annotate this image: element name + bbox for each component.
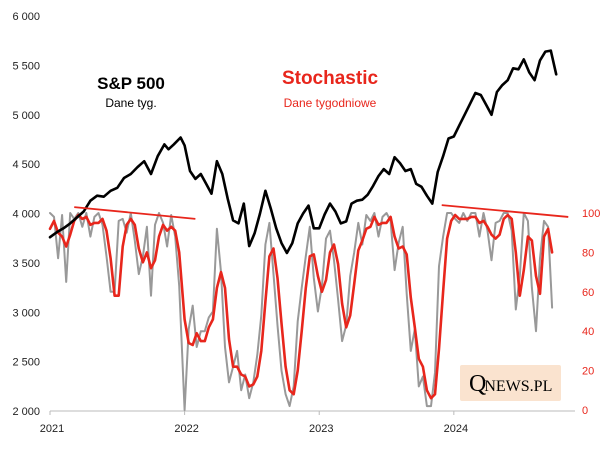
x-tick-label: 2022 bbox=[174, 423, 198, 435]
logo-background bbox=[460, 365, 561, 401]
left-tick-label: 2 000 bbox=[12, 406, 40, 418]
left-tick-label: 2 500 bbox=[12, 357, 40, 369]
left-tick-label: 5 000 bbox=[12, 110, 40, 122]
x-axis: 2021 2022 2023 2024 bbox=[40, 411, 468, 435]
left-tick-label: 4 000 bbox=[12, 209, 40, 221]
right-tick-label: 100 bbox=[582, 208, 600, 220]
x-tick-label: 2023 bbox=[309, 423, 333, 435]
right-axis: 0 20 40 60 80 100 bbox=[582, 208, 600, 417]
left-tick-label: 6 000 bbox=[12, 11, 40, 23]
right-tick-label: 40 bbox=[582, 326, 594, 338]
series-line-s-p-500 bbox=[48, 49, 558, 255]
left-tick-label: 3 500 bbox=[12, 258, 40, 270]
chart-subtitle: Dane tyg. bbox=[105, 96, 156, 110]
divergence-line-2021 bbox=[74, 206, 196, 220]
left-tick-label: 4 500 bbox=[12, 159, 40, 171]
series-layer bbox=[48, 49, 558, 411]
logo-text: QNEWS.PL bbox=[469, 371, 552, 397]
left-tick-label: 3 000 bbox=[12, 307, 40, 319]
logo-domain: .PL bbox=[530, 378, 553, 395]
series-line-stochastic-d bbox=[48, 213, 554, 400]
right-tick-label: 80 bbox=[582, 247, 594, 259]
logo-news: NEWS bbox=[484, 378, 529, 395]
stochastic-title: Stochastic bbox=[282, 68, 379, 89]
right-tick-label: 20 bbox=[582, 366, 594, 378]
chart-title: S&P 500 bbox=[97, 74, 165, 93]
right-tick-label: 60 bbox=[582, 287, 594, 299]
stochastic-subtitle: Dane tygodniowe bbox=[284, 96, 377, 110]
divergence-line-2024 bbox=[441, 204, 569, 218]
right-tick-label: 0 bbox=[582, 405, 588, 417]
annotation-layer bbox=[74, 204, 569, 220]
left-tick-label: 5 500 bbox=[12, 60, 40, 72]
x-tick-label: 2021 bbox=[40, 423, 64, 435]
x-tick-label: 2024 bbox=[444, 423, 468, 435]
left-axis: 2 000 2 500 3 000 3 500 4 000 4 500 5 000 5 500… bbox=[12, 11, 40, 418]
qnews-logo: QNEWS.PL bbox=[460, 365, 561, 401]
logo-q: Q bbox=[469, 371, 486, 397]
